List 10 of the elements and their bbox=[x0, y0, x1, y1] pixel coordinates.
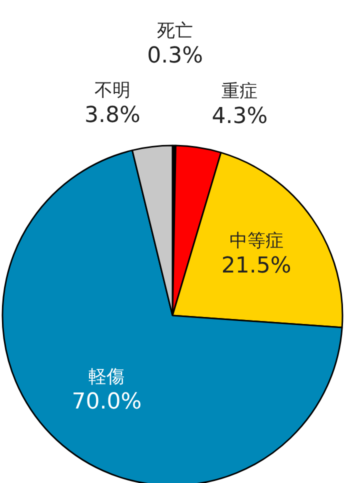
slice-label: 軽傷 bbox=[88, 366, 125, 388]
data-label: 4.3% bbox=[212, 104, 268, 129]
slice-label: 死亡 bbox=[157, 20, 194, 42]
data-label: 21.5% bbox=[221, 253, 292, 278]
slice-label: 中等症 bbox=[229, 230, 284, 252]
slice-label: 重症 bbox=[222, 80, 258, 102]
slice-label: 不明 bbox=[94, 80, 130, 101]
data-label: 3.8% bbox=[84, 103, 140, 128]
data-label: 70.0% bbox=[72, 389, 142, 414]
data-label: 0.3% bbox=[147, 44, 203, 69]
